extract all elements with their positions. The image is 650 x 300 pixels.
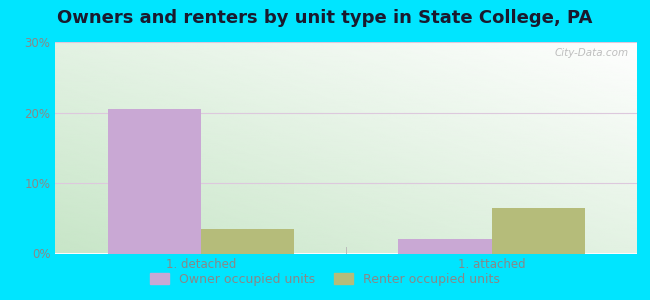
Bar — [201, 229, 294, 254]
Legend: Owner occupied units, Renter occupied units: Owner occupied units, Renter occupied un… — [146, 268, 504, 291]
Text: City-Data.com: City-Data.com — [554, 48, 629, 58]
Text: Owners and renters by unit type in State College, PA: Owners and renters by unit type in State… — [57, 9, 593, 27]
Bar — [491, 208, 584, 254]
Bar — [398, 239, 491, 254]
Bar — [108, 109, 201, 254]
